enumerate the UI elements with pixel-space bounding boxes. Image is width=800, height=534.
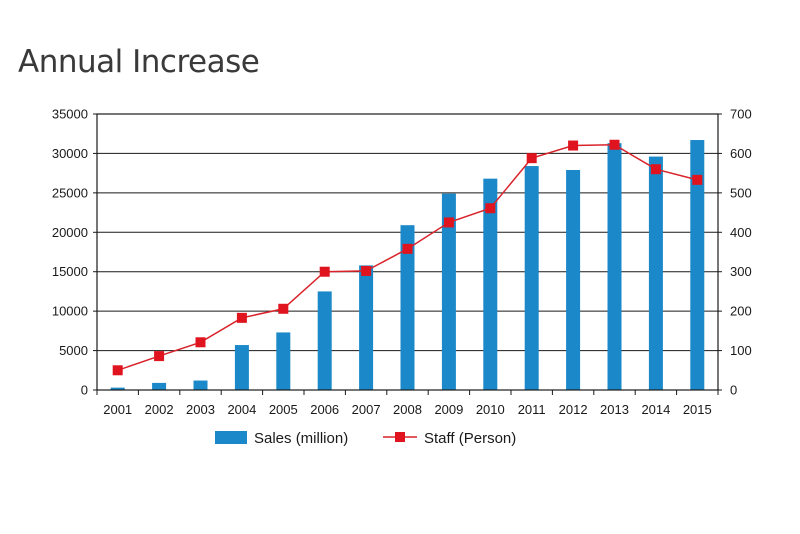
x-tick-label: 2015 xyxy=(683,402,712,417)
legend-label-staff: Staff (Person) xyxy=(424,430,516,447)
staff-marker-2004 xyxy=(236,312,247,323)
y-right-tick-label: 300 xyxy=(730,264,752,279)
bar-2014 xyxy=(648,156,663,390)
y-left-tick-label: 35000 xyxy=(52,107,88,122)
x-tick-label: 2009 xyxy=(434,402,463,417)
plot-border xyxy=(96,113,719,391)
x-axis: 2001 2002 2003 2004 2005 2006 2007 2008 2009 2010… xyxy=(96,390,719,417)
x-tick-label: 2002 xyxy=(145,402,174,417)
y-left-tick-label: 20000 xyxy=(52,225,88,240)
y-axis-right: 0 100 200 300 400 500 600 700 xyxy=(718,107,752,398)
staff-marker-2009 xyxy=(443,217,454,228)
staff-marker-2012 xyxy=(568,140,579,151)
y-right-tick-label: 700 xyxy=(730,107,752,122)
bar-2001 xyxy=(110,387,125,390)
bar-2012 xyxy=(566,169,581,390)
staff-marker-2002 xyxy=(154,351,165,362)
plot-frame xyxy=(96,113,719,391)
legend-swatch-sales xyxy=(215,431,247,444)
bar-2009 xyxy=(441,193,456,390)
staff-marker-2010 xyxy=(485,203,496,214)
bar-2010 xyxy=(483,178,498,390)
bar-2011 xyxy=(524,166,539,390)
staff-marker-2013 xyxy=(609,139,620,150)
staff-marker-2007 xyxy=(361,265,372,276)
legend: Sales (million) Staff (Person) xyxy=(215,430,516,447)
y-left-tick-label: 30000 xyxy=(52,146,88,161)
x-tick-label: 2005 xyxy=(269,402,298,417)
x-tick-label: 2001 xyxy=(103,402,132,417)
y-right-tick-label: 500 xyxy=(730,185,752,200)
staff-marker-2015 xyxy=(692,174,703,185)
y-left-tick-label: 5000 xyxy=(59,343,88,358)
y-left-tick-label: 0 xyxy=(81,383,88,398)
x-tick-label: 2006 xyxy=(310,402,339,417)
bar-2002 xyxy=(152,382,167,390)
x-tick-label: 2013 xyxy=(600,402,629,417)
staff-marker-2011 xyxy=(526,153,537,164)
chart-title: Annual Increase xyxy=(18,44,260,80)
y-right-tick-label: 600 xyxy=(730,146,752,161)
sales-bars xyxy=(110,140,705,390)
x-tick-label: 2014 xyxy=(641,402,670,417)
bar-2008 xyxy=(400,225,415,390)
y-axis-left: 0 5000 10000 15000 20000 25000 30000 35000 xyxy=(52,107,97,398)
bar-2006 xyxy=(317,291,332,390)
x-tick-label: 2010 xyxy=(476,402,505,417)
bar-2003 xyxy=(193,380,208,390)
bar-2013 xyxy=(607,143,622,390)
legend-label-sales: Sales (million) xyxy=(254,430,348,447)
legend-swatch-staff-marker xyxy=(395,432,405,442)
x-tick-label: 2004 xyxy=(227,402,256,417)
y-left-tick-label: 15000 xyxy=(52,264,88,279)
bar-2004 xyxy=(234,345,249,390)
y-right-tick-label: 200 xyxy=(730,304,752,319)
y-left-tick-label: 10000 xyxy=(52,304,88,319)
y-left-tick-label: 25000 xyxy=(52,185,88,200)
staff-marker-2008 xyxy=(402,243,413,254)
x-tick-label: 2008 xyxy=(393,402,422,417)
bar-2007 xyxy=(359,265,374,390)
y-right-tick-label: 100 xyxy=(730,343,752,358)
x-tick-label: 2007 xyxy=(352,402,381,417)
staff-marker-2006 xyxy=(319,266,330,277)
y-right-tick-label: 400 xyxy=(730,225,752,240)
staff-line xyxy=(112,139,703,376)
staff-marker-2005 xyxy=(278,303,289,314)
y-right-tick-label: 0 xyxy=(730,383,737,398)
bar-2005 xyxy=(276,332,291,390)
x-tick-label: 2011 xyxy=(518,402,546,417)
staff-marker-2001 xyxy=(112,365,123,376)
x-tick-label: 2003 xyxy=(186,402,215,417)
bar-2015 xyxy=(690,140,705,390)
staff-marker-2014 xyxy=(650,164,661,175)
x-tick-label: 2012 xyxy=(559,402,588,417)
staff-marker-2003 xyxy=(195,337,206,348)
